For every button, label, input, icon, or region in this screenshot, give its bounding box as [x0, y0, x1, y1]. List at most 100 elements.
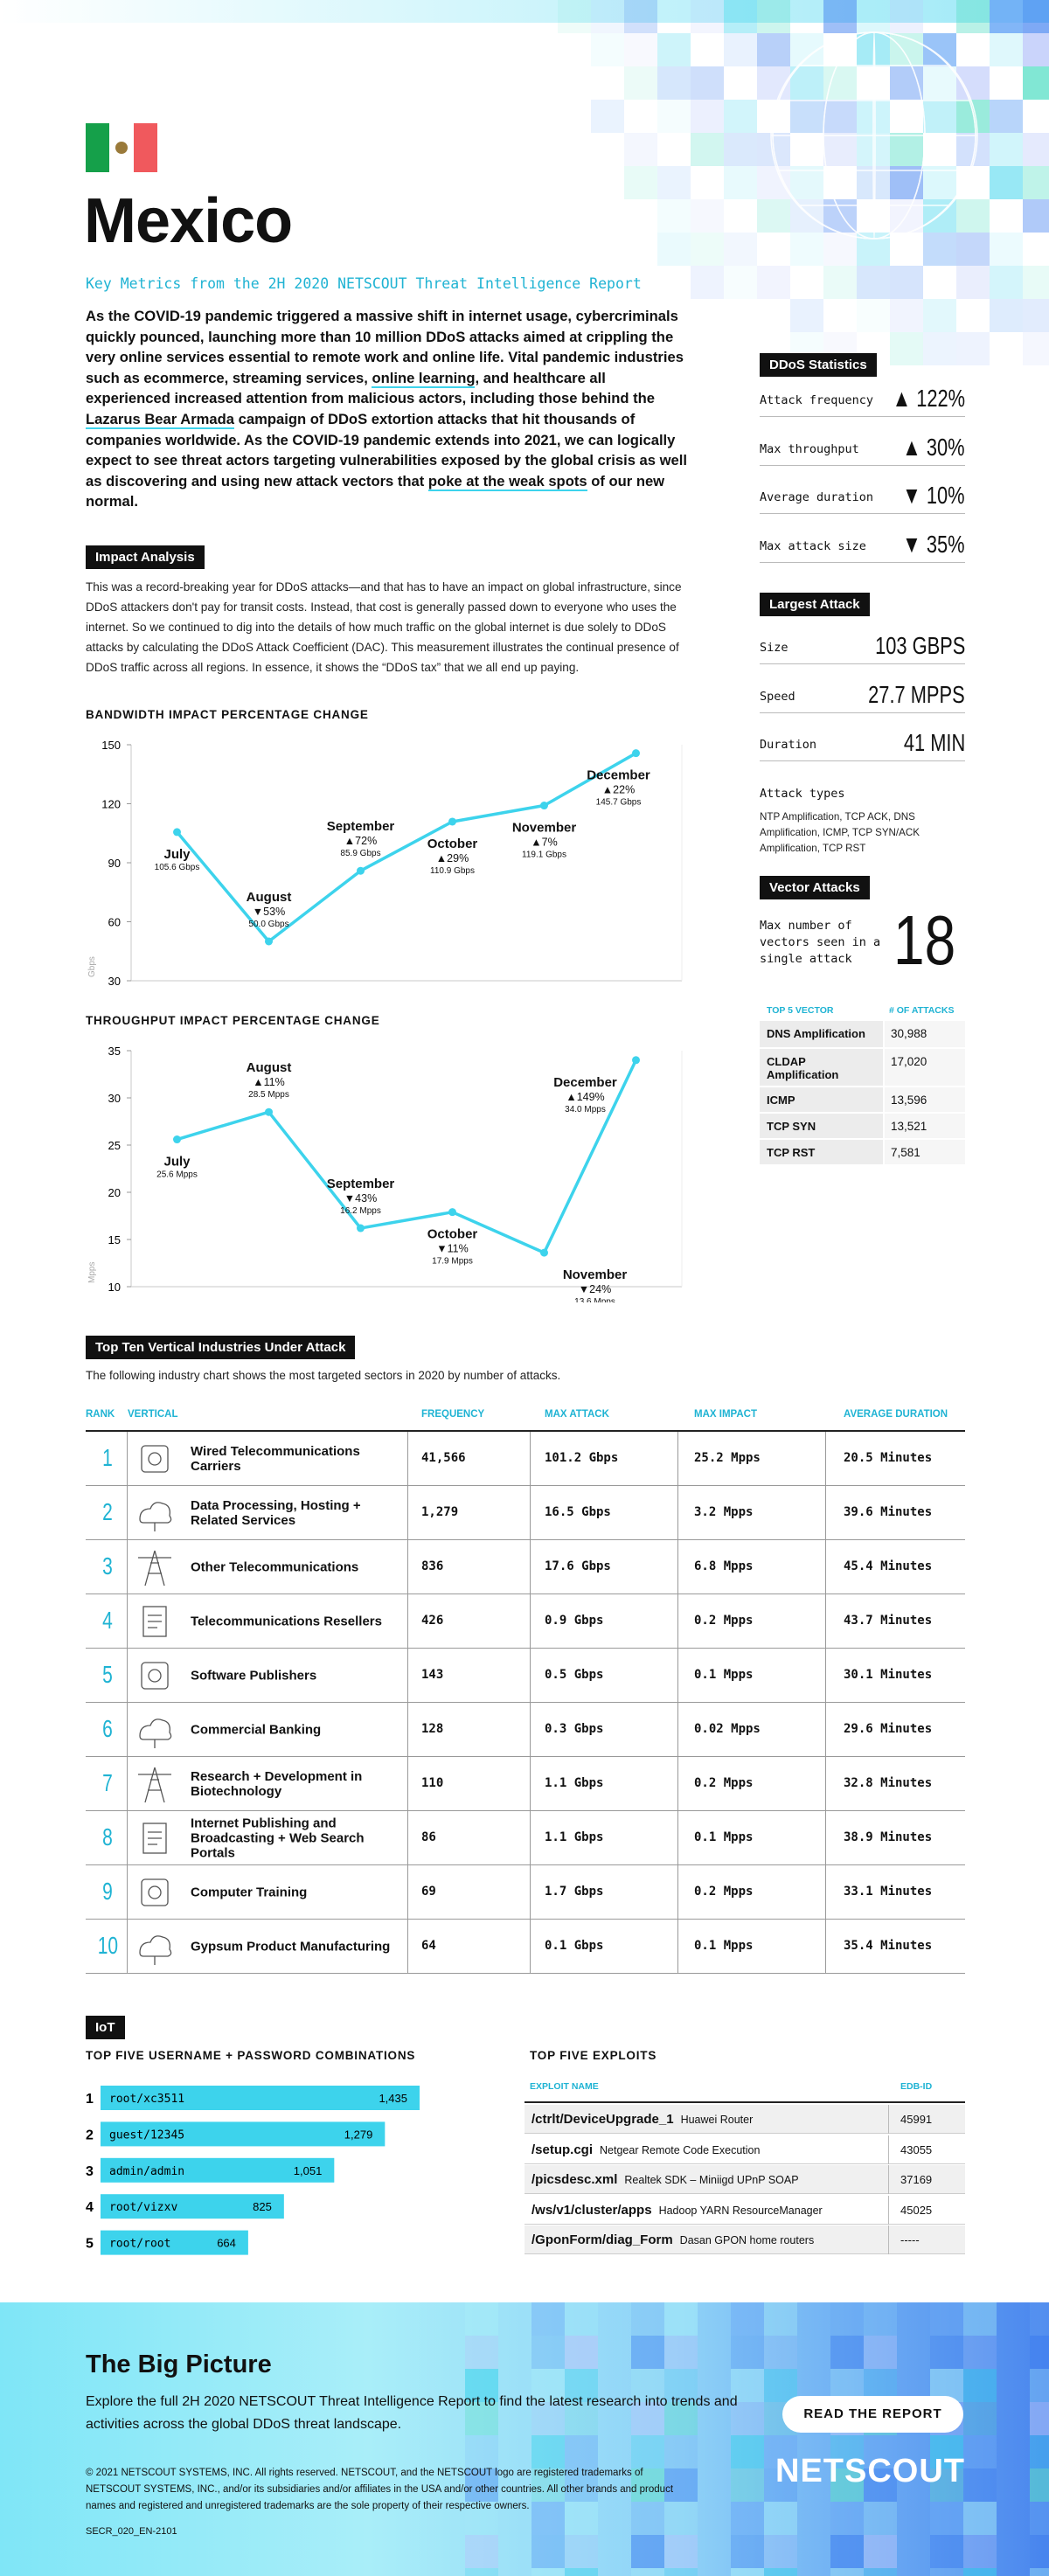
value-label: 28.5 Mpps — [248, 1090, 289, 1100]
value-label: 50.0 Gbps — [248, 920, 288, 929]
value-label: 105.6 Gbps — [155, 863, 200, 872]
exploit-line: /GponForm/diag_Form Dasan GPON home route… — [531, 2232, 814, 2248]
vector-name: CLDAP Amplification — [767, 1055, 839, 1081]
attack-label: Size — [760, 641, 788, 655]
change-label: ▲11% — [253, 1076, 284, 1088]
y-tick-label: 120 — [101, 798, 121, 811]
decor-square — [757, 0, 790, 33]
table-separator — [407, 1757, 408, 1810]
rank: 5 — [102, 1661, 113, 1688]
vertical-name: Computer Training — [191, 1885, 308, 1900]
y-tick-label: 25 — [108, 1139, 121, 1152]
decor-square — [664, 2336, 698, 2369]
table-separator — [407, 1540, 408, 1594]
bar — [101, 2157, 335, 2183]
decor-square — [731, 2535, 764, 2568]
decor-square — [963, 2502, 997, 2535]
table-separator — [530, 1594, 531, 1648]
decor-square — [930, 2502, 963, 2535]
decor-square — [565, 2535, 598, 2568]
table-value: 32.8 Minutes — [844, 1776, 933, 1790]
vertical-name: Research + Development in Biotechnology — [191, 1769, 363, 1799]
table-separator — [407, 1432, 408, 1485]
icon-part — [141, 1662, 169, 1690]
decor-square — [1030, 2535, 1049, 2568]
rank-label: 1 — [86, 2092, 94, 2107]
exploit-row — [524, 2165, 965, 2194]
decor-square — [631, 2568, 664, 2576]
table-separator — [530, 1703, 531, 1756]
change-label: ▼24% — [579, 1283, 611, 1295]
table-separator — [825, 1649, 826, 1702]
vertical-name: Gypsum Product Manufacturing — [191, 1939, 391, 1955]
decor-square — [956, 199, 990, 233]
table-separator — [825, 1811, 826, 1864]
table-separator — [677, 1540, 678, 1594]
cta-button[interactable]: READ THE REPORT — [782, 2396, 963, 2433]
decor-square — [531, 2402, 565, 2435]
decor-square — [857, 299, 890, 332]
decor-square — [923, 233, 956, 266]
decor-square — [691, 0, 724, 33]
change-label: ▲22% — [602, 784, 635, 796]
value-label: 85.9 Gbps — [340, 849, 380, 858]
table-value: 64 — [421, 1939, 436, 1953]
point — [357, 866, 365, 875]
table-header: AVERAGE DURATION — [844, 1409, 948, 1420]
month-label: July — [163, 847, 191, 862]
decor-square — [790, 299, 823, 332]
attack-value: 41 MIN — [903, 729, 965, 756]
table-separator — [888, 2165, 889, 2194]
bar — [101, 2194, 284, 2219]
point — [448, 1208, 456, 1217]
point — [173, 828, 181, 837]
exploit-row — [524, 2195, 965, 2225]
flag — [86, 123, 157, 172]
icon-part — [148, 1614, 162, 1628]
icon-strokes — [141, 1662, 169, 1690]
point — [540, 1248, 548, 1257]
decor-square — [731, 2468, 764, 2502]
icon-part — [144, 1550, 165, 1587]
table-top-rule — [524, 2101, 965, 2103]
icon-strokes — [138, 1550, 171, 1587]
table-rule — [86, 1756, 965, 1757]
table-rule — [86, 1648, 965, 1649]
rank: 2 — [102, 1498, 113, 1525]
point — [265, 937, 273, 946]
table-value: 101.2 Gbps — [545, 1451, 619, 1465]
table-value: 43.7 Minutes — [844, 1614, 933, 1628]
decor-square — [990, 299, 1023, 332]
rank: 1 — [102, 1444, 113, 1471]
vector-name-cell — [760, 1087, 883, 1112]
rank-label: 2 — [86, 2128, 94, 2142]
rank-label: 4 — [86, 2200, 94, 2215]
table-separator — [825, 1920, 826, 1973]
value-label: 13.6 Mpps — [574, 1297, 615, 1302]
exploit-id: 43055 — [900, 2142, 933, 2156]
table-rule — [86, 1539, 965, 1540]
decor-square — [731, 2336, 764, 2369]
table-value: 33.1 Minutes — [844, 1885, 933, 1899]
decor-square — [1030, 2468, 1049, 2502]
change-label: ▼53% — [253, 906, 285, 918]
stat-value: ▲ 122% — [892, 385, 965, 412]
attack-value: 27.7 MPPS — [868, 680, 965, 708]
table-separator — [825, 1757, 826, 1810]
table-separator — [825, 1594, 826, 1648]
value-label: 1,051 — [294, 2164, 323, 2177]
vertical-name: Internet Publishing and Broadcasting + W… — [191, 1816, 365, 1861]
decor-square — [790, 166, 823, 199]
table-value: 426 — [421, 1614, 444, 1628]
decor-square — [731, 2568, 764, 2576]
stat-row: Max throughput ▲ 30% — [760, 434, 965, 466]
decor-square — [631, 2336, 664, 2369]
decor-square — [657, 66, 691, 100]
icon-part — [148, 1669, 162, 1683]
table-value: 16.5 Gbps — [545, 1505, 611, 1519]
exploits-header: EXPLOIT NAME — [530, 2081, 599, 2092]
table-header: RANK — [86, 1409, 115, 1420]
decor-square — [890, 266, 923, 299]
decor-square — [691, 133, 724, 166]
table-value: 25.2 Mpps — [694, 1451, 761, 1465]
